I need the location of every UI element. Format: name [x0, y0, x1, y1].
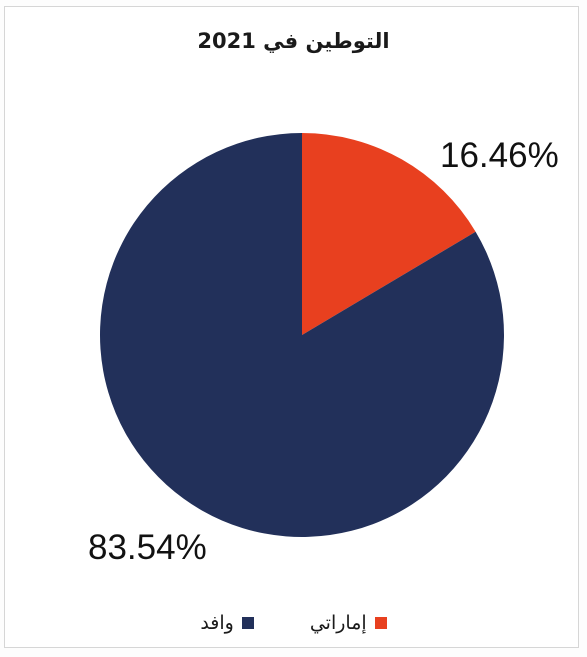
legend-item-emirati: إماراتي [310, 612, 387, 634]
legend-swatch-emirati [374, 617, 387, 629]
data-label-expat: 83.54% [88, 528, 207, 567]
chart-title: التوطين في 2021 [197, 29, 390, 53]
pie-slice-emirati [302, 133, 476, 335]
legend-label-emirati: إماراتي [309, 612, 367, 634]
legend: إماراتي وافد [0, 612, 587, 634]
pie-slice-expat [99, 133, 504, 537]
legend-item-expat: وافد [200, 612, 254, 634]
legend-swatch-expat [241, 617, 254, 629]
data-label-emirati: 16.46% [440, 136, 559, 175]
legend-label-expat: وافد [200, 612, 234, 634]
